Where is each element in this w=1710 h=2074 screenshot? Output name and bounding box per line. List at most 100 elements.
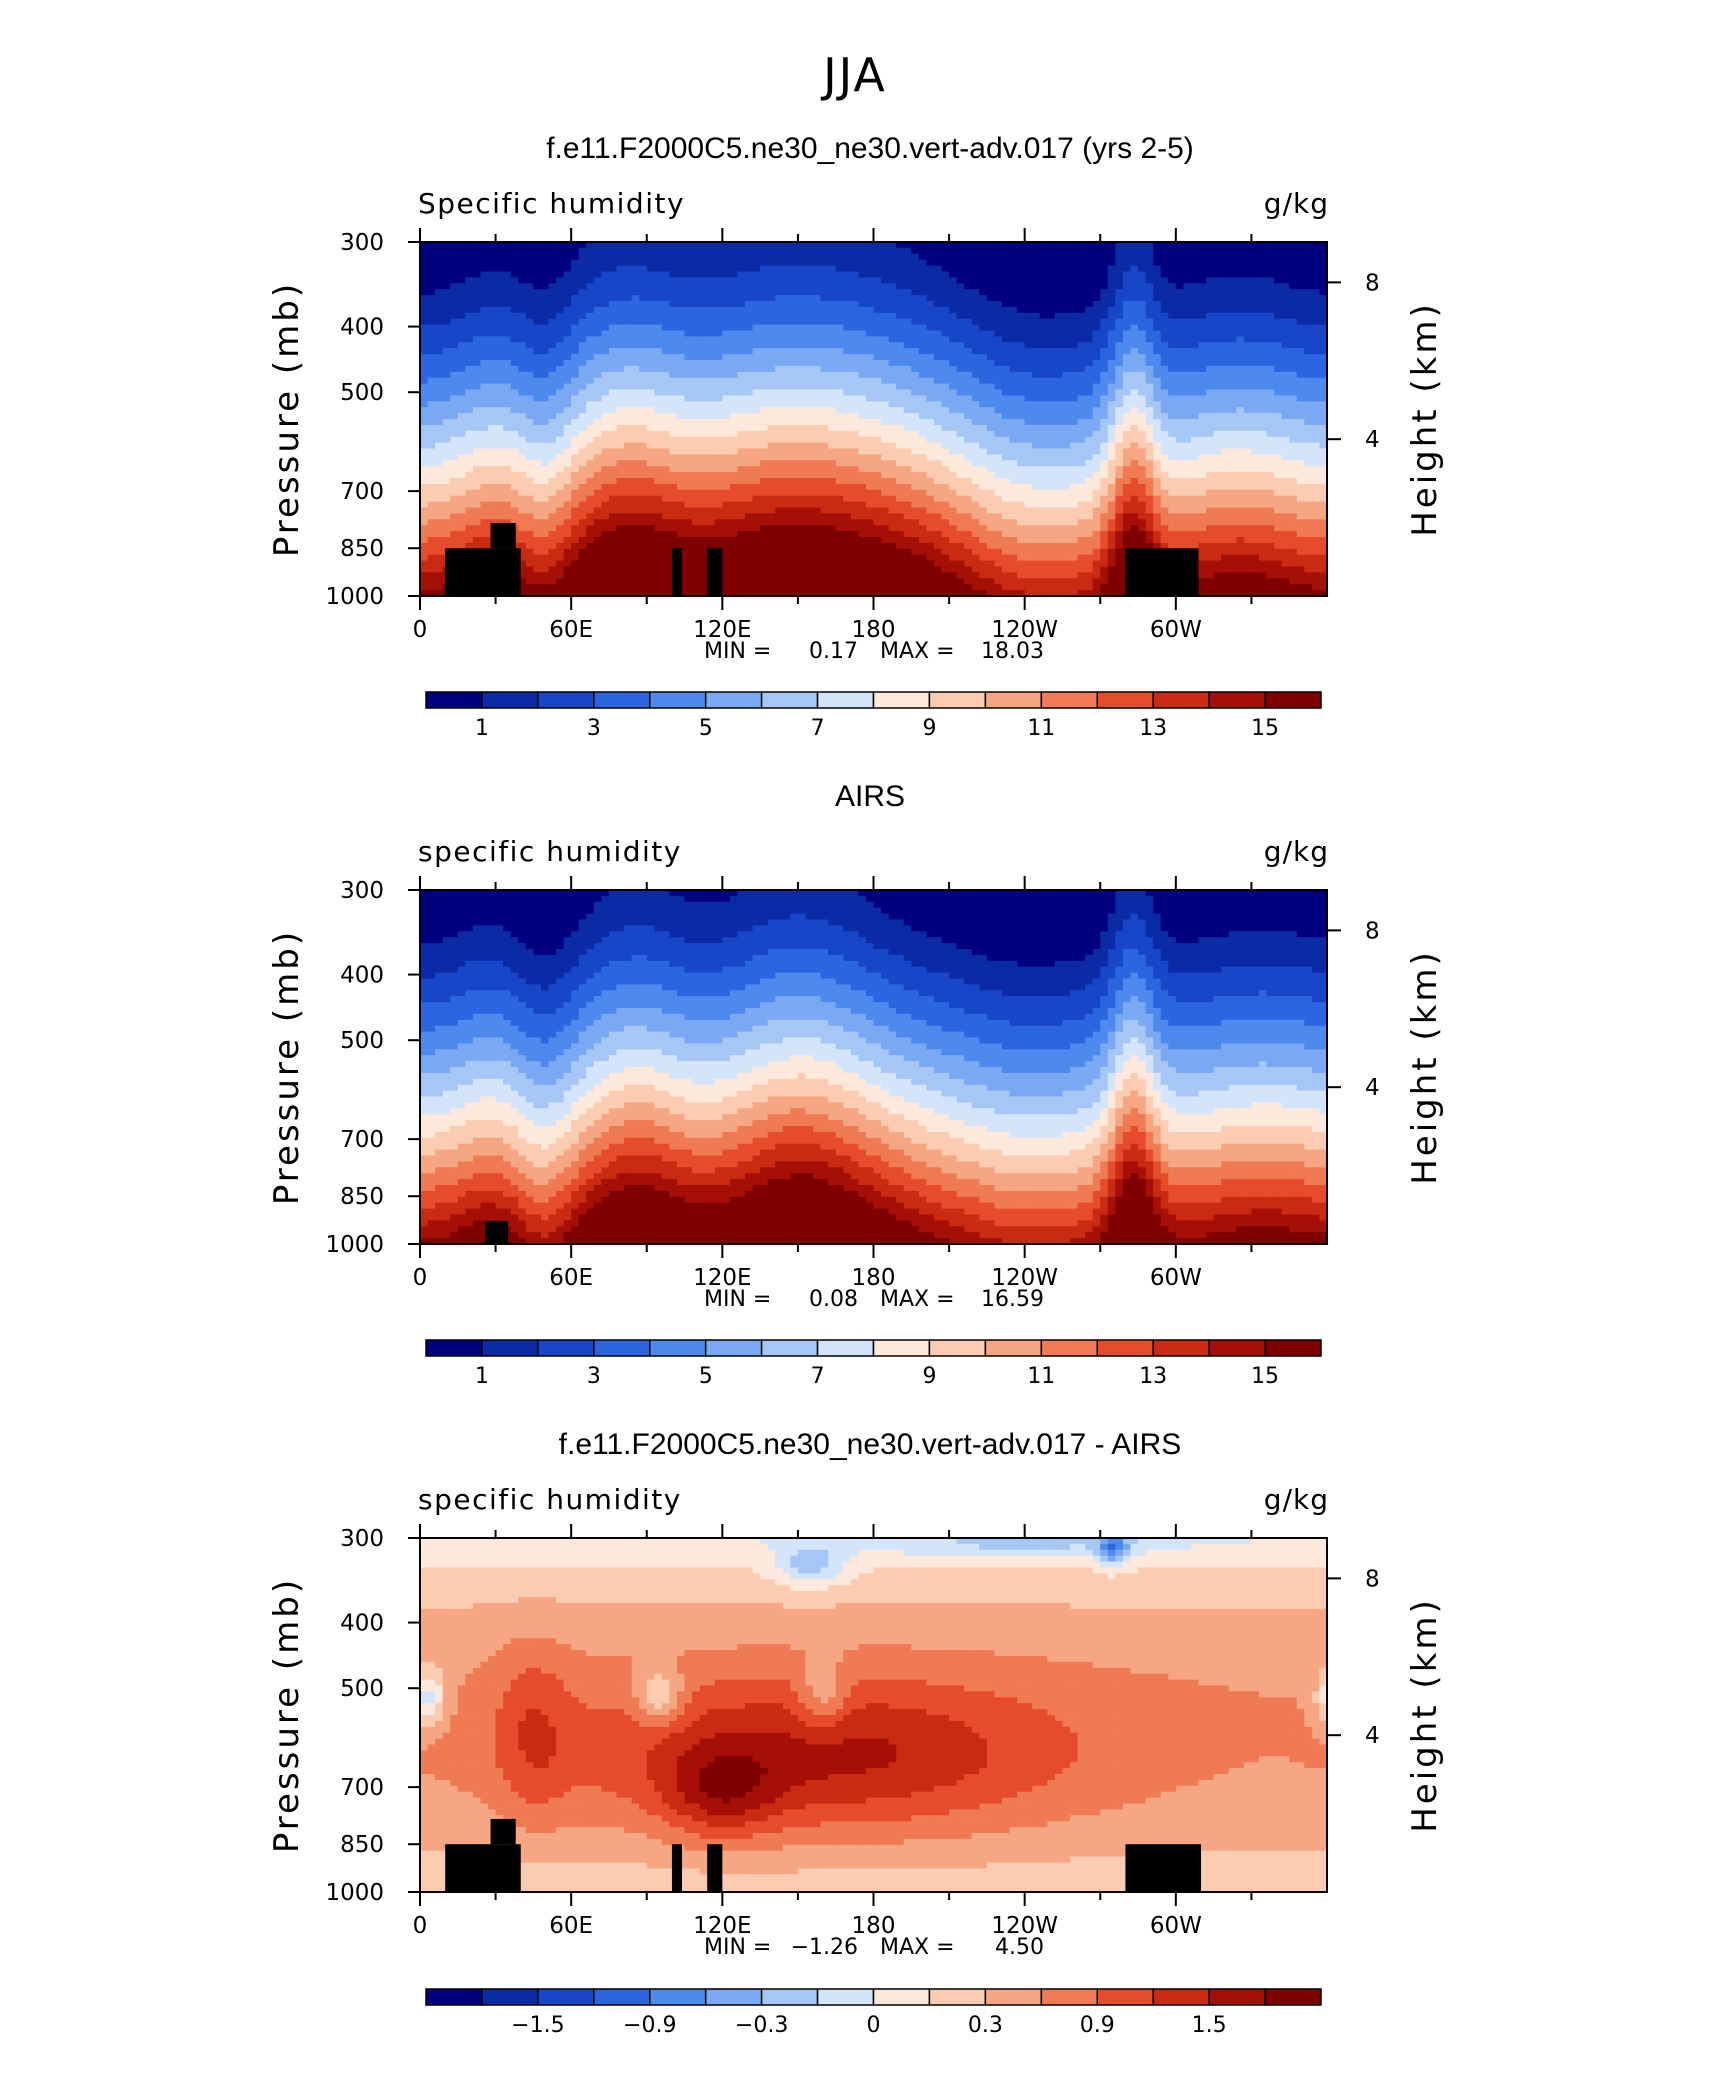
heatmap-cell	[858, 331, 866, 338]
heatmap-cell	[722, 325, 730, 332]
heatmap-cell	[1259, 378, 1267, 385]
heatmap-cell	[1191, 366, 1199, 373]
heatmap-cell	[700, 260, 708, 267]
heatmap-cell	[1138, 460, 1146, 467]
heatmap-cell	[821, 283, 829, 290]
heatmap-cell	[1062, 331, 1070, 338]
heatmap-cell	[579, 342, 587, 349]
heatmap-cell	[1267, 378, 1275, 385]
heatmap-cell	[843, 378, 851, 385]
heatmap-cell	[1183, 449, 1191, 456]
heatmap-cell	[1199, 390, 1207, 397]
heatmap-cell	[722, 478, 730, 485]
heatmap-cell	[1010, 307, 1018, 314]
heatmap-cell	[1055, 319, 1063, 326]
heatmap-cell	[964, 460, 972, 467]
heatmap-cell	[836, 313, 844, 320]
heatmap-cell	[1214, 407, 1222, 414]
heatmap-cell	[942, 348, 950, 355]
heatmap-cell	[685, 348, 693, 355]
heatmap-cell	[828, 325, 836, 332]
heatmap-cell	[805, 342, 813, 349]
heatmap-cell	[1040, 466, 1048, 473]
heatmap-cell	[851, 407, 859, 414]
heatmap-cell	[1130, 401, 1138, 408]
heatmap-cell	[1078, 331, 1086, 338]
heatmap-cell	[813, 354, 821, 361]
heatmap-cell	[911, 431, 919, 438]
heatmap-cell	[1267, 466, 1275, 473]
heatmap-cell	[654, 319, 662, 326]
heatmap-cell	[1274, 272, 1282, 279]
heatmap-cell	[1267, 454, 1275, 461]
heatmap-cell	[1282, 443, 1290, 450]
heatmap-cell	[1297, 472, 1305, 479]
heatmap-cell	[1070, 390, 1078, 397]
heatmap-cell	[428, 313, 436, 320]
heatmap-cell	[533, 372, 541, 379]
heatmap-cell	[1289, 413, 1297, 420]
heatmap-cell	[813, 301, 821, 308]
heatmap-cell	[881, 342, 889, 349]
heatmap-cell	[783, 395, 791, 402]
heatmap-cell	[760, 348, 768, 355]
heatmap-cell	[1206, 260, 1214, 267]
heatmap-cell	[1229, 336, 1237, 343]
heatmap-cell	[669, 348, 677, 355]
heatmap-cell	[1221, 289, 1229, 296]
heatmap-cell	[1191, 313, 1199, 320]
heatmap-cell	[904, 313, 912, 320]
heatmap-cell	[730, 277, 738, 284]
heatmap-cell	[511, 437, 519, 444]
heatmap-cell	[435, 260, 443, 267]
heatmap-cell	[858, 449, 866, 456]
heatmap-cell	[753, 449, 761, 456]
heatmap-cell	[450, 301, 458, 308]
heatmap-cell	[662, 354, 670, 361]
heatmap-cell	[1146, 301, 1154, 308]
heatmap-cell	[926, 372, 934, 379]
heatmap-cell	[617, 325, 625, 332]
heatmap-cell	[1085, 443, 1093, 450]
heatmap-cell	[564, 419, 572, 426]
heatmap-cell	[889, 460, 897, 467]
heatmap-cell	[1282, 301, 1290, 308]
heatmap-cell	[1183, 307, 1191, 314]
heatmap-cell	[911, 395, 919, 402]
heatmap-cell	[1282, 272, 1290, 279]
heatmap-cell	[722, 431, 730, 438]
heatmap-cell	[579, 266, 587, 273]
heatmap-cell	[428, 431, 436, 438]
heatmap-cell	[669, 419, 677, 426]
heatmap-cell	[1236, 272, 1244, 279]
heatmap-cell	[1062, 460, 1070, 467]
heatmap-cell	[964, 413, 972, 420]
heatmap-cell	[919, 437, 927, 444]
heatmap-cell	[1251, 254, 1259, 260]
heatmap-cell	[730, 307, 738, 314]
heatmap-cell	[654, 395, 662, 402]
heatmap-cell	[1062, 348, 1070, 355]
heatmap-cell	[972, 443, 980, 450]
heatmap-cell	[1070, 472, 1078, 479]
heatmap-cell	[858, 272, 866, 279]
heatmap-cell	[904, 484, 912, 491]
heatmap-cell	[1153, 437, 1161, 444]
heatmap-cell	[768, 466, 776, 473]
heatmap-cell	[1070, 331, 1078, 338]
heatmap-cell	[428, 378, 436, 385]
heatmap-cell	[1312, 390, 1320, 397]
heatmap-cell	[465, 413, 473, 420]
heatmap-cell	[1078, 378, 1086, 385]
heatmap-cell	[1191, 248, 1199, 255]
heatmap-cell	[737, 472, 745, 479]
heatmap-cell	[1251, 437, 1259, 444]
heatmap-cell	[1221, 437, 1229, 444]
heatmap-cell	[919, 425, 927, 432]
heatmap-cell	[1146, 443, 1154, 450]
heatmap-cell	[828, 407, 836, 414]
heatmap-cell	[904, 395, 912, 402]
heatmap-cell	[858, 437, 866, 444]
heatmap-cell	[632, 354, 640, 361]
heatmap-cell	[685, 254, 693, 260]
